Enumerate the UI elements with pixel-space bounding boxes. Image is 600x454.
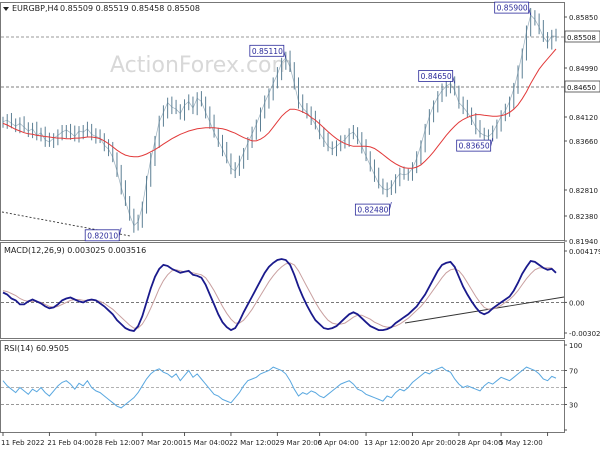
rsi-title: RSI(14) 60.9505 [4,344,69,353]
support-price-label: 0.84650 [567,84,596,92]
current-price-label: 0.85508 [567,34,596,42]
price-panel-frame [0,2,565,241]
time-axis-label: 11 Feb 2022 [1,439,45,447]
price-y-tick-label: 0.84120 [569,114,598,122]
price-level-lines [1,36,564,88]
rsi-line [2,366,557,409]
current-price-box [564,30,600,43]
price-y-tick-label: 0.82810 [569,187,598,195]
rsi-series-group [2,366,557,409]
rsi-y-tick-label: 70 [569,368,578,376]
price-y-tick-label: 0.84990 [569,65,598,73]
time-axis-label: 6 Apr 04:00 [318,439,359,447]
price-annotations: 0.82010 0.85110 0.82480 0.84650 0.83650 0.859… [84,1,532,242]
watermark: ActionForex.com [110,53,293,78]
price-y-tick-label: 0.83660 [569,138,598,146]
annotation-box [249,44,285,57]
annotation-box [84,229,120,242]
annotation-box [494,1,530,14]
time-axis-label: 28 Feb 12:00 [94,439,140,447]
annotation-label: 0.85900 [497,4,528,13]
annotation-box [456,139,492,152]
time-axis-label: 13 Apr 12:00 [364,439,410,447]
support-price-box [564,80,600,93]
price-y-tick-label: 0.85850 [569,14,598,22]
macd-line [2,258,557,332]
time-axis: 11 Feb 2022 21 Feb 04:00 28 Feb 12:00 7 Mar… [1,432,549,447]
time-axis-label: 7 Mar 20:00 [140,439,182,447]
time-axis-label: 21 Feb 04:00 [47,439,93,447]
annotation-box [354,203,390,216]
annotation-label: 0.84650 [421,72,452,81]
macd-y-tick-label: 0.00 [569,299,585,307]
rsi-y-tick-label: 30 [569,402,578,410]
macd-reference-lines [1,296,565,324]
annotation-label: 0.82480 [357,206,388,215]
rsi-y-tick-label: 100 [569,342,582,350]
time-axis-label: 15 Mar 04:00 [183,439,230,447]
ohlc-values: 0.85509 0.85519 0.85458 0.85508 [60,4,200,13]
macd-y-tick-label: 0.004179 [569,248,600,256]
macd-y-axis: 0.004179 0.00 -0.003022 [564,248,600,338]
time-axis-label: 22 Mar 12:00 [229,439,276,447]
price-series-group [2,8,557,233]
moving-average-line [2,48,557,169]
time-axis-label: 5 May 12:00 [499,439,543,447]
macd-signal-line [2,262,552,329]
time-axis-label: 29 Mar 20:00 [275,439,322,447]
rsi-y-axis: 100 70 30 [564,342,582,431]
time-axis-label: 20 Apr 20:00 [410,439,456,447]
annotation-box [418,70,454,82]
macd-y-tick-label: -0.003022 [569,330,600,338]
rsi-panel-frame [0,340,565,433]
price-y-tick-label: 0.81940 [569,238,598,246]
price-y-tick-label: 0.82380 [569,213,598,221]
rsi-reference-lines [1,370,564,405]
price-y-axis: 0.85850 0.84990 0.84120 0.83660 0.82810 0.823… [564,14,600,246]
price-close-line [2,14,557,227]
symbol-label: EURGBP,H4 [12,4,59,13]
annotation-label: 0.82010 [87,231,118,240]
macd-panel-frame [0,242,565,339]
annotation-label: 0.83650 [459,142,490,151]
macd-series-group [2,258,557,332]
macd-title: MACD(12,26,9) 0.003025 0.003516 [4,246,146,255]
time-axis-label: 28 Apr 04:00 [457,439,503,447]
macd-trendline [404,296,565,324]
annotation-label: 0.85110 [252,47,283,56]
symbol-dropdown-icon[interactable] [3,7,9,11]
